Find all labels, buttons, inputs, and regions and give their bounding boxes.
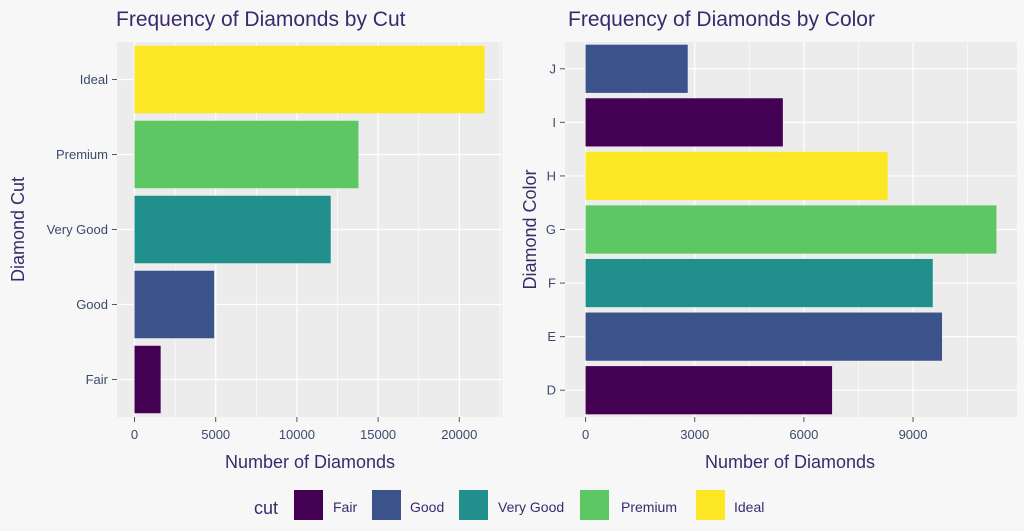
bar-e <box>585 312 943 361</box>
x-tick-label: 5000 <box>201 427 230 442</box>
y-axis-title: Diamond Color <box>520 169 540 289</box>
x-tick-label: 10000 <box>279 427 315 442</box>
y-tick-label: Good <box>76 297 108 312</box>
chart-title: Frequency of Diamonds by Cut <box>116 8 406 31</box>
bar-g <box>585 205 997 254</box>
x-axis-title: Number of Diamonds <box>225 452 395 472</box>
legend-key-ideal <box>696 490 725 520</box>
y-tick-label: Very Good <box>47 222 108 237</box>
y-tick-label: Fair <box>86 372 109 387</box>
x-tick-label: 0 <box>582 427 589 442</box>
x-tick-label: 15000 <box>360 427 396 442</box>
bar-h <box>585 151 888 201</box>
chart-color: D E F G H I J 0 3000 6000 9000 Frequency of Diamond… <box>520 8 1017 472</box>
y-tick-label: H <box>547 168 556 183</box>
bar-premium <box>134 120 359 189</box>
bar-very-good <box>134 195 331 264</box>
legend-label: Ideal <box>734 499 764 515</box>
legend-title: cut <box>254 498 278 518</box>
bar-fair <box>134 345 161 414</box>
x-axis-title: Number of Diamonds <box>705 452 875 472</box>
bar-f <box>585 258 933 308</box>
x-tick-label: 3000 <box>680 427 709 442</box>
legend-label: Very Good <box>498 499 564 515</box>
y-axis-title: Diamond Cut <box>8 177 28 282</box>
legend-label: Good <box>410 499 444 515</box>
chart-title: Frequency of Diamonds by Color <box>568 8 875 31</box>
y-tick-label: J <box>550 61 557 76</box>
legend-label: Premium <box>621 499 677 515</box>
y-tick-label: F <box>548 276 556 291</box>
y-tick-label: D <box>547 383 556 398</box>
legend-key-good <box>372 490 401 520</box>
bar-i <box>585 98 783 147</box>
bar-ideal <box>134 45 485 114</box>
y-tick-label: E <box>547 329 556 344</box>
y-tick-label: I <box>552 115 556 130</box>
bar-d <box>585 366 833 415</box>
y-tick-label: G <box>546 222 556 237</box>
legend-key-very-good <box>459 490 488 520</box>
legend-key-premium <box>580 490 609 520</box>
legend-key-fair <box>294 490 323 520</box>
y-tick-label: Ideal <box>80 72 108 87</box>
y-tick-label: Premium <box>56 147 108 162</box>
legend: cut Fair Good Very Good Premium Ideal <box>254 490 764 520</box>
bar-good <box>134 270 215 339</box>
bar-j <box>585 44 688 93</box>
x-tick-label: 0 <box>131 427 138 442</box>
x-tick-label: 20000 <box>441 427 477 442</box>
x-tick-label: 9000 <box>899 427 928 442</box>
chart-cut: Fair Good Very Good Premium Ideal 0 5000 10000 1… <box>8 8 502 472</box>
x-tick-label: 6000 <box>789 427 818 442</box>
legend-label: Fair <box>333 499 357 515</box>
